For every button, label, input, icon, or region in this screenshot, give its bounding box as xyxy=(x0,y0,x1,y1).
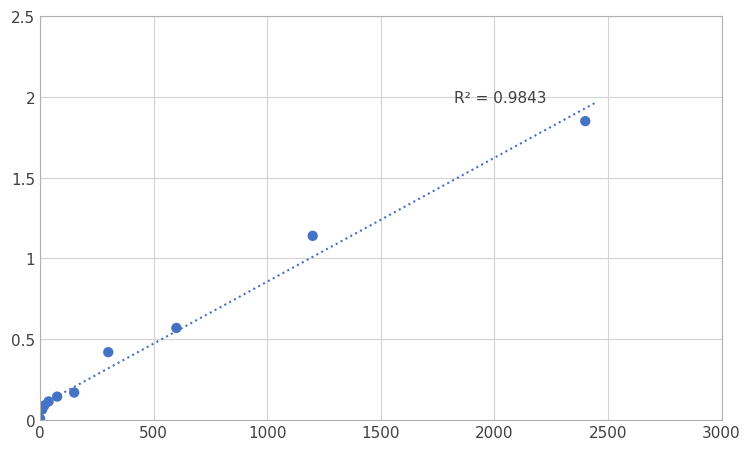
Point xyxy=(43,398,55,405)
Text: R² = 0.9843: R² = 0.9843 xyxy=(453,91,546,106)
Point xyxy=(579,118,591,125)
Point xyxy=(34,415,46,423)
Point xyxy=(36,406,48,413)
Point xyxy=(102,349,114,356)
Point xyxy=(51,393,63,400)
Point xyxy=(38,402,50,409)
Point xyxy=(307,233,319,240)
Point xyxy=(68,389,80,396)
Point xyxy=(171,325,183,332)
